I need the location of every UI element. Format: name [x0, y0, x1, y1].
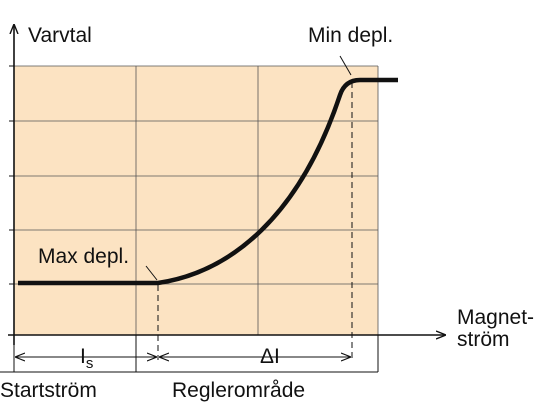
- is-label: Is: [80, 345, 93, 372]
- delta-label: ΔI: [260, 345, 280, 368]
- x-axis-label: Magnet-: [457, 306, 534, 329]
- leader-line: [145, 265, 158, 281]
- is-sub: s: [86, 355, 94, 372]
- curve: [18, 77, 398, 286]
- start-label: Startström: [0, 379, 97, 402]
- is-main: I: [80, 345, 86, 368]
- x-axis-label: ström: [457, 328, 510, 351]
- y-axis-label: Varvtal: [28, 24, 92, 47]
- grid: [14, 65, 379, 335]
- regler-label: Reglerområde: [172, 379, 305, 402]
- leader-line: [339, 55, 352, 76]
- shaded-region: [14, 66, 378, 335]
- max-label: Max depl.: [38, 245, 129, 268]
- y-ticks: [9, 65, 14, 285]
- min-label: Min depl.: [308, 24, 393, 47]
